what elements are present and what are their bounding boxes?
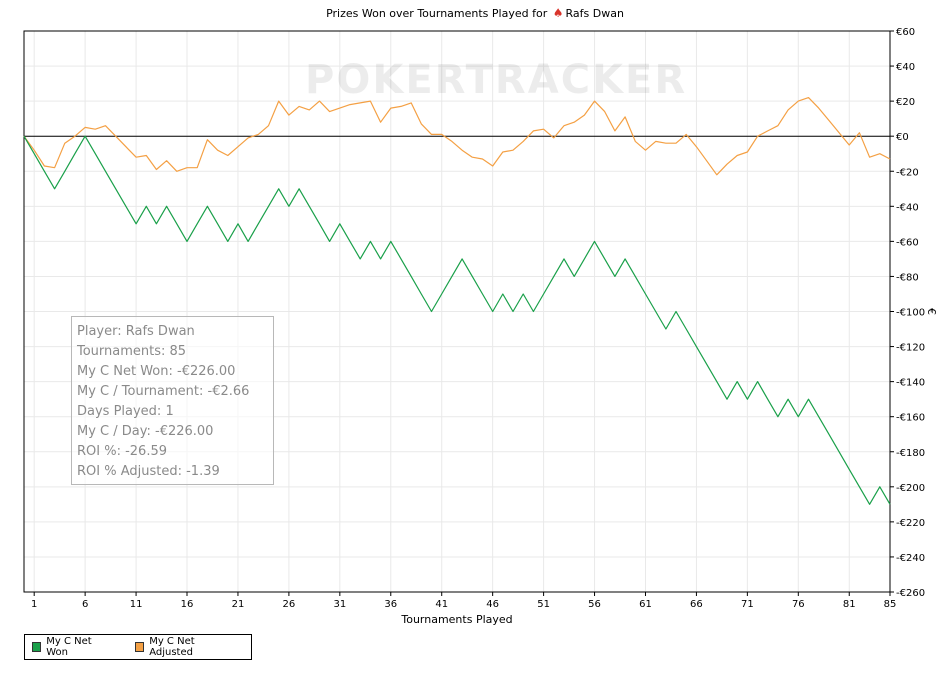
stats-roi: ROI %: -26.59 — [77, 444, 168, 459]
y-tick-label: -€260 — [896, 588, 925, 599]
y-tick-label: €20 — [896, 97, 915, 108]
legend-swatch-net-adjusted — [134, 642, 145, 652]
y-tick-label: -€20 — [896, 167, 919, 178]
x-tick-label: 26 — [283, 599, 296, 610]
stats-net-won: My C Net Won: -€226.00 — [77, 364, 236, 379]
stats-roi-adjusted: ROI % Adjusted: -1.39 — [77, 464, 220, 479]
stats-box: Player: Rafs Dwan Tournaments: 85 My C N… — [71, 316, 274, 485]
stats-tournaments: Tournaments: 85 — [77, 344, 187, 359]
watermark-logo: POKERTRACKER — [305, 57, 688, 103]
y-axis-ticks: €60 €40 €20 €0 -€20 -€40 -€60 -€80 -€100 -€120 -€1… — [890, 27, 925, 599]
x-axis-ticks: 1 6 11 16 21 26 31 36 41 46 51 56 61 66 71 76 81 85 — [31, 592, 896, 610]
x-tick-label: 46 — [486, 599, 499, 610]
legend-label-net-won: My C Net Won — [46, 636, 92, 658]
series-lines — [23, 96, 891, 505]
series-line-net-won — [23, 135, 891, 505]
x-tick-label: 31 — [333, 599, 346, 610]
y-tick-label: €60 — [896, 27, 915, 38]
chart-title-player: Rafs Dwan — [565, 7, 624, 20]
x-tick-label: 36 — [384, 599, 397, 610]
chart-title-text: Prizes Won over Tournaments Played for — [326, 7, 548, 20]
x-tick-label: 66 — [690, 599, 703, 610]
y-tick-label: -€100 — [896, 308, 925, 319]
x-tick-label: 41 — [435, 599, 448, 610]
legend-entry-net-adjusted[interactable]: My C Net Adjusted — [134, 636, 233, 658]
legend-label-net-adjusted: My C Net Adjusted — [149, 636, 195, 658]
x-tick-label: 6 — [82, 599, 88, 610]
x-tick-label: 81 — [843, 599, 856, 610]
x-axis-label: Tournaments Played — [401, 613, 513, 626]
y-tick-label: -€220 — [896, 518, 925, 529]
x-tick-label: 21 — [232, 599, 245, 610]
x-tick-label: 11 — [130, 599, 143, 610]
chart-title: Prizes Won over Tournaments Played for ♠… — [0, 6, 950, 20]
legend-swatch-net-won — [32, 642, 42, 652]
stats-per-day: My C / Day: -€226.00 — [77, 424, 214, 439]
y-tick-label: €0 — [896, 132, 909, 143]
stats-days-played: Days Played: 1 — [77, 404, 174, 419]
legend: My C Net Won My C Net Adjusted — [24, 634, 252, 660]
y-tick-label: -€180 — [896, 448, 925, 459]
y-tick-label: -€140 — [896, 378, 925, 389]
stats-player: Player: Rafs Dwan — [77, 324, 195, 339]
x-tick-label: 56 — [588, 599, 601, 610]
y-tick-label: -€60 — [896, 237, 919, 248]
y-axis-label: € — [925, 308, 938, 315]
y-tick-label: -€40 — [896, 202, 919, 213]
x-tick-label: 61 — [639, 599, 652, 610]
x-tick-label: 16 — [181, 599, 194, 610]
y-tick-label: -€120 — [896, 343, 925, 354]
x-tick-label: 1 — [31, 599, 37, 610]
x-tick-label: 71 — [741, 599, 754, 610]
y-tick-label: -€240 — [896, 553, 925, 564]
stats-per-tournament: My C / Tournament: -€2.66 — [77, 384, 250, 399]
x-tick-label: 76 — [792, 599, 805, 610]
x-tick-label: 85 — [884, 599, 897, 610]
y-tick-label: -€160 — [896, 413, 925, 424]
x-tick-label: 51 — [537, 599, 550, 610]
y-tick-label: -€80 — [896, 272, 919, 283]
series-line-net-adjusted — [23, 96, 891, 176]
spade-icon: ♠ — [552, 6, 564, 20]
y-tick-label: €40 — [896, 62, 915, 73]
y-tick-label: -€200 — [896, 483, 925, 494]
legend-entry-net-won[interactable]: My C Net Won — [32, 636, 110, 658]
grid-lines — [24, 30, 891, 593]
